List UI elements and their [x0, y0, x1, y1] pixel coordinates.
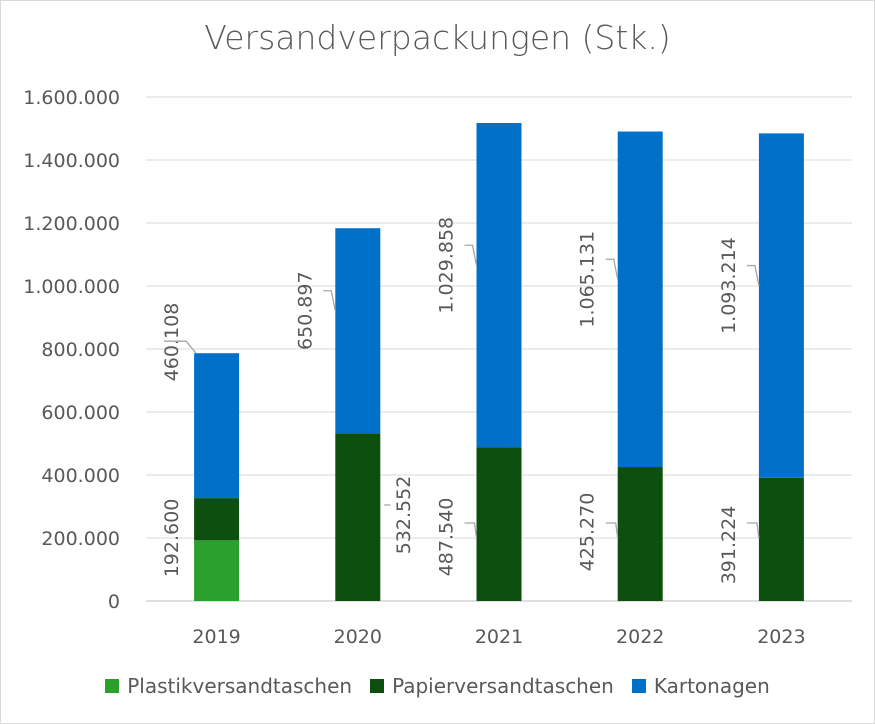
data-label: 1.065.131	[577, 231, 599, 328]
chart-legend: Plastikversandtaschen Papierversandtasche…	[0, 674, 875, 698]
leader-line	[464, 522, 478, 539]
leader-line	[605, 522, 619, 539]
data-label: 487.540	[436, 498, 458, 577]
y-tick-label: 200.000	[41, 528, 120, 550]
data-label: 1.029.858	[436, 217, 458, 314]
bar-segment	[335, 433, 381, 601]
bar-segment	[194, 498, 240, 541]
legend-swatch	[370, 679, 385, 693]
leader-line	[464, 244, 478, 266]
bar-segment	[617, 131, 663, 468]
leader-line	[164, 340, 197, 354]
data-label: 425.270	[577, 493, 599, 572]
legend-item: Plastikversandtaschen	[105, 674, 352, 698]
y-tick-label: 400.000	[41, 465, 120, 487]
x-tick-label: 2023	[757, 626, 805, 648]
x-tick-label: 2020	[334, 626, 382, 648]
y-tick-label: 1.200.000	[23, 213, 120, 235]
bar-segment	[476, 123, 522, 448]
data-label: 1.093.214	[718, 237, 740, 334]
bar-segment	[194, 353, 240, 499]
data-label: 650.897	[294, 271, 316, 350]
leader-line	[323, 290, 336, 311]
bar-segment	[194, 540, 240, 601]
y-tick-label: 800.000	[41, 339, 120, 361]
data-label: 391.224	[718, 506, 740, 585]
legend-label: Papierversandtaschen	[392, 674, 614, 698]
bar-segment	[758, 477, 804, 601]
legend-item: Kartonagen	[631, 674, 770, 698]
legend-swatch	[105, 679, 120, 693]
leader-line	[746, 522, 760, 539]
data-label: 532.552	[393, 476, 415, 555]
leader-line	[746, 264, 760, 286]
data-label: 460.108	[161, 303, 183, 382]
y-tick-label: 1.000.000	[23, 276, 120, 298]
y-tick-label: 1.600.000	[23, 87, 120, 109]
legend-label: Kartonagen	[653, 674, 770, 698]
bar-segment	[758, 133, 804, 478]
legend-label: Plastikversandtaschen	[127, 674, 353, 698]
bar-segment	[617, 467, 663, 601]
bar-segment	[476, 447, 522, 601]
bar-segment	[335, 228, 381, 434]
x-tick-label: 2019	[192, 626, 240, 648]
x-tick-label: 2021	[475, 626, 523, 648]
chart-title: Versandverpackungen (Stk.)	[204, 18, 671, 57]
y-tick-label: 600.000	[41, 402, 120, 424]
leader-line	[605, 258, 619, 280]
y-tick-label: 1.400.000	[23, 150, 120, 172]
legend-item: Papierversandtaschen	[370, 674, 614, 698]
legend-swatch	[631, 679, 646, 693]
data-label: 192.600	[161, 499, 183, 578]
x-tick-label: 2022	[616, 626, 664, 648]
y-tick-label: 0	[108, 591, 120, 613]
